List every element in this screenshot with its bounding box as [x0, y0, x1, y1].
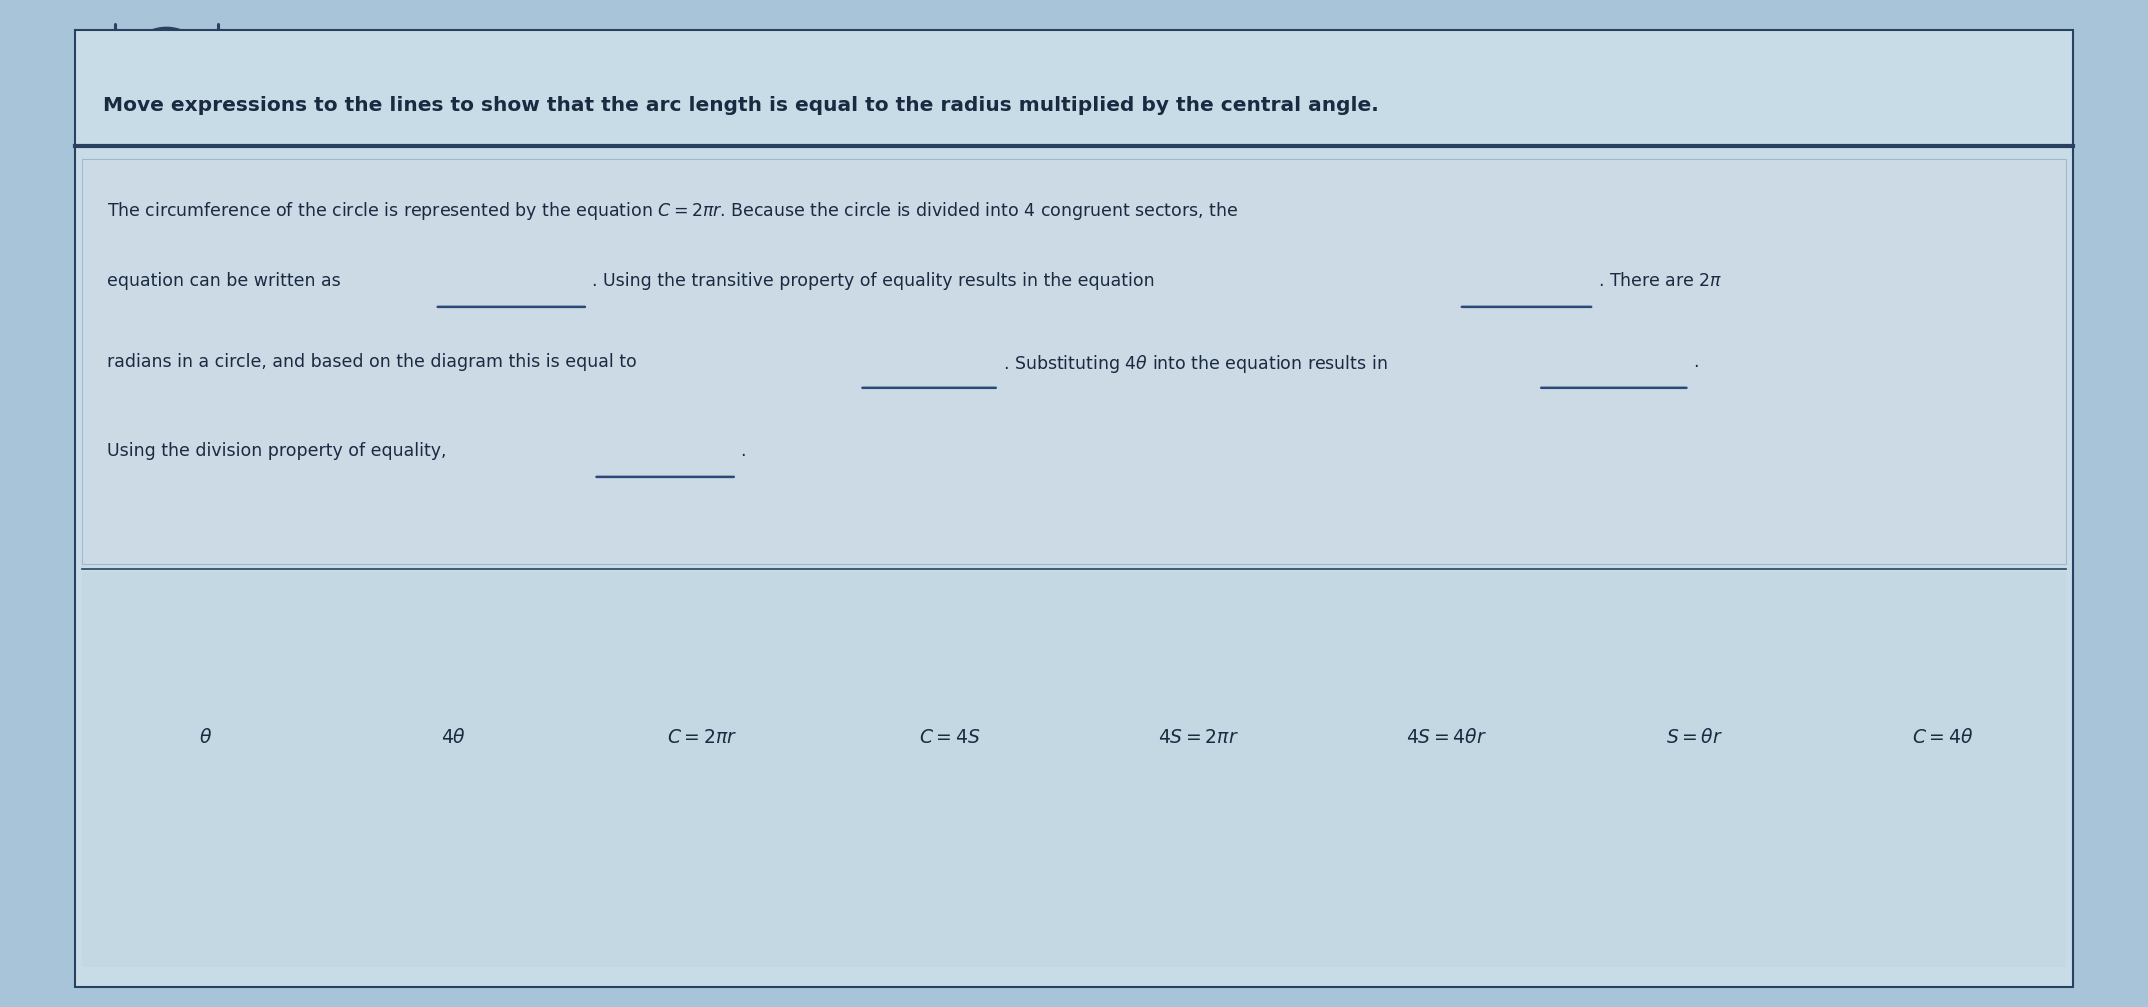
Text: $S = \theta r$: $S = \theta r$ — [1665, 728, 1723, 747]
Text: $C = 4S$: $C = 4S$ — [919, 728, 982, 747]
Text: Move expressions to the lines to show that the arc length is equal to the radius: Move expressions to the lines to show th… — [103, 97, 1379, 115]
Text: $\theta$: $\theta$ — [200, 728, 213, 747]
Text: . Using the transitive property of equality results in the equation: . Using the transitive property of equal… — [591, 273, 1153, 290]
Text: . There are $2\pi$: . There are $2\pi$ — [1598, 273, 1723, 290]
Text: $4S = 2\pi r$: $4S = 2\pi r$ — [1158, 728, 1239, 747]
Text: radians in a circle, and based on the diagram this is equal to: radians in a circle, and based on the di… — [107, 353, 638, 372]
Text: $C = 4\theta$: $C = 4\theta$ — [1912, 728, 1972, 747]
Text: The circumference of the circle is represented by the equation $C = 2\pi r$. Bec: The circumference of the circle is repre… — [107, 199, 1239, 222]
Text: . Substituting $4\theta$ into the equation results in: . Substituting $4\theta$ into the equati… — [1003, 353, 1388, 376]
Text: equation can be written as: equation can be written as — [107, 273, 342, 290]
Text: Using the division property of equality,: Using the division property of equality, — [107, 442, 447, 460]
Text: .: . — [741, 442, 745, 460]
Text: S: S — [82, 28, 95, 45]
Text: $4S = 4\theta r$: $4S = 4\theta r$ — [1405, 728, 1486, 747]
Text: $4\theta$: $4\theta$ — [440, 728, 466, 747]
Text: $C = 2\pi r$: $C = 2\pi r$ — [666, 728, 737, 747]
Text: .: . — [1693, 353, 1699, 372]
Text: S: S — [232, 28, 243, 45]
